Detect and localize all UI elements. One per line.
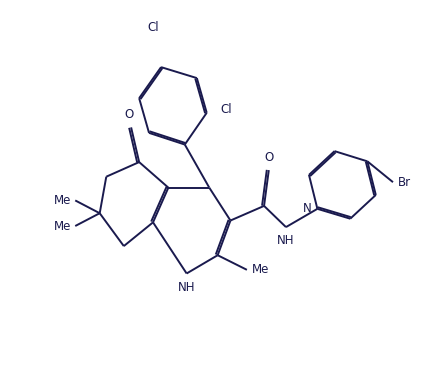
Text: N: N <box>303 202 311 215</box>
Text: Br: Br <box>397 176 410 189</box>
Text: Me: Me <box>53 194 71 207</box>
Text: O: O <box>124 108 134 121</box>
Text: Me: Me <box>53 219 71 233</box>
Text: Cl: Cl <box>147 21 159 34</box>
Text: NH: NH <box>276 234 294 247</box>
Text: NH: NH <box>177 281 195 294</box>
Text: Me: Me <box>251 263 269 276</box>
Text: Cl: Cl <box>220 103 231 116</box>
Text: O: O <box>264 151 273 163</box>
